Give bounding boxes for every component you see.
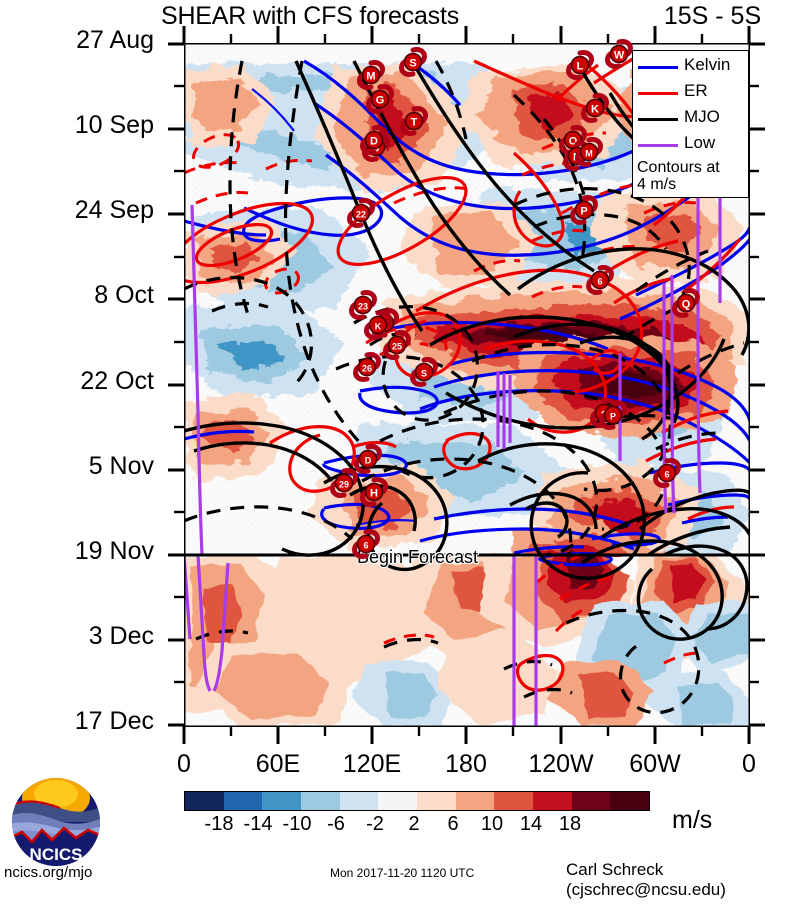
run-timestamp: Mon 2017-11-20 1120 UTC [330, 866, 475, 880]
colorbar-tick-10: 10 [480, 813, 504, 835]
lat-band-label: 15S - 5S [663, 2, 762, 30]
legend-note-line1: Contours at [637, 159, 720, 176]
x-tick-0-left: 0 [177, 750, 191, 778]
x-tick-60e: 60E [255, 750, 301, 778]
y-tick-17-dec: 17 Dec [74, 707, 154, 735]
legend-swatch-low [638, 144, 678, 147]
legend-contour-note: Contours at 4 m/s [637, 159, 720, 193]
y-tick-24-sep: 24 Sep [74, 196, 154, 224]
y-tick-22-oct: 22 Oct [80, 367, 154, 395]
x-tick-0-right: 0 [742, 750, 756, 778]
colorbar-tick-14: 14 [519, 813, 543, 835]
colorbar [184, 791, 650, 811]
y-tick-3-dec: 3 Dec [88, 622, 154, 650]
legend-swatch-mjo [638, 118, 678, 121]
colorbar-cell-2 [262, 792, 302, 810]
colorbar-cell-6 [417, 792, 456, 810]
legend-label-er: ER [684, 81, 708, 100]
legend-entry-kelvin: Kelvin [633, 53, 750, 80]
legend-box: Kelvin ER MJO Low Contours at 4 m/s [632, 50, 749, 198]
colorbar-tick-18: 18 [558, 813, 582, 835]
colorbar-cell-0 [185, 792, 224, 810]
legend-entry-mjo: MJO [633, 105, 750, 132]
page-title: SHEAR with CFS forecasts [160, 2, 460, 30]
mjo-dashed-contours [184, 60, 745, 715]
legend-note-line2: 4 m/s [637, 176, 677, 193]
colorbar-tick--14: -14 [243, 813, 273, 835]
colorbar-tick--10: -10 [282, 813, 312, 835]
colorbar-cell-4 [339, 792, 379, 810]
colorbar-tick--6: -6 [327, 813, 345, 835]
y-tick-27-aug: 27 Aug [76, 26, 154, 54]
author-credit: Carl Schreck (cjschrec@ncsu.edu) [566, 860, 726, 899]
colorbar-cell-7 [455, 792, 495, 810]
legend-entry-er: ER [633, 79, 750, 106]
legend-label-low: Low [684, 133, 716, 152]
x-tick-120e: 120E [342, 750, 402, 778]
legend-label-kelvin: Kelvin [684, 55, 731, 74]
ncics-logo-text: NCICS [30, 845, 83, 864]
colorbar-cell-9 [533, 792, 572, 810]
legend-label-mjo: MJO [684, 107, 720, 126]
x-tick-60w: 60W [629, 750, 681, 778]
y-tick-5-nov: 5 Nov [88, 452, 154, 480]
colorbar-tick--18: -18 [204, 813, 234, 835]
y-tick-10-sep: 10 Sep [74, 111, 154, 139]
colorbar-tick--2: -2 [366, 813, 384, 835]
colorbar-tick-2: 2 [408, 813, 420, 835]
colorbar-tick-6: 6 [447, 813, 459, 835]
y-tick-19-nov: 19 Nov [74, 537, 154, 565]
legend-entry-low: Low [633, 131, 750, 158]
x-tick-180: 180 [445, 750, 487, 778]
y-tick-8-oct: 8 Oct [94, 281, 154, 309]
colorbar-unit-label: m/s [672, 806, 713, 834]
colorbar-cell-10 [571, 792, 611, 810]
colorbar-cell-11 [610, 792, 650, 810]
ncics-logo: NCICS [12, 778, 100, 866]
colorbar-cell-1 [223, 792, 263, 810]
colorbar-cell-3 [301, 792, 340, 810]
legend-swatch-er [638, 92, 678, 95]
begin-forecast-label: Begin Forecast [357, 547, 479, 567]
ncics-site-link[interactable]: ncics.org/mjo [4, 864, 93, 881]
colorbar-cell-5 [378, 792, 418, 810]
legend-swatch-kelvin [638, 66, 678, 69]
x-tick-120w: 120W [528, 750, 594, 778]
colorbar-cell-8 [494, 792, 534, 810]
